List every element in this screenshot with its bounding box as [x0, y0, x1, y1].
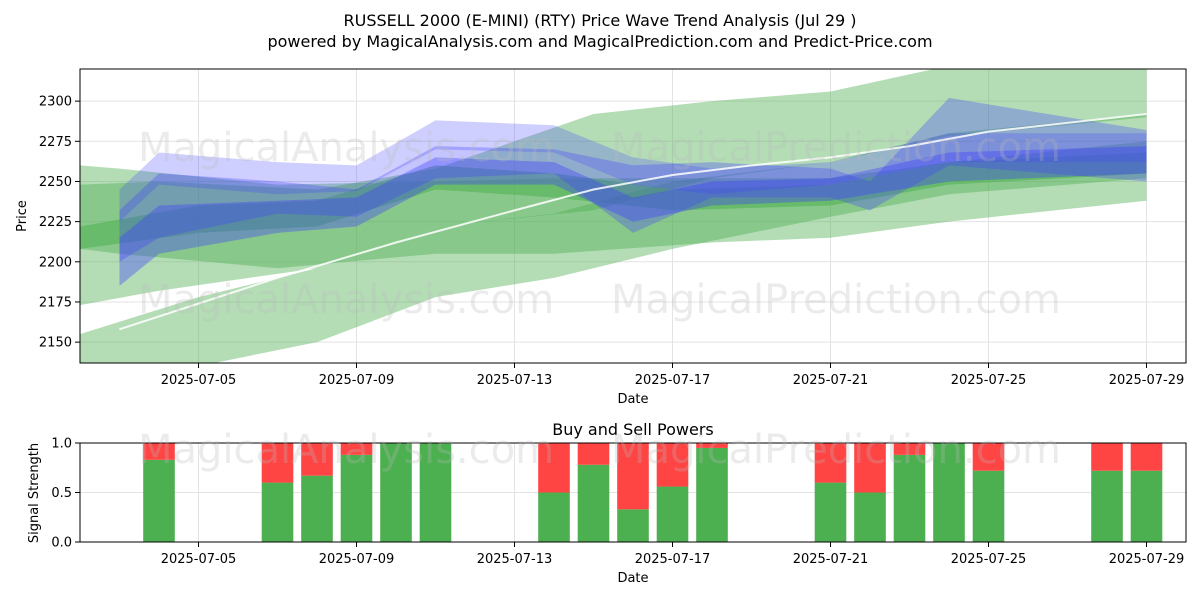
- powers-y-ticks: 0.0 0.5 1.0: [51, 437, 80, 551]
- price-trend: [119, 112, 1147, 331]
- price-y-tick-label: 2200: [39, 255, 72, 270]
- green-band: [80, 141, 1147, 269]
- price-y-tick-label: 2175: [39, 295, 72, 310]
- buy-bar: [1130, 470, 1163, 542]
- powers-title: Buy and Sell Powers: [552, 420, 714, 439]
- watermark-mid-right: MagicalPrediction.com: [611, 277, 1061, 323]
- powers-x-tick-label: 2025-07-29: [1109, 552, 1185, 567]
- buy-bar: [538, 492, 570, 542]
- price-y-tick-label: 2250: [39, 175, 72, 190]
- watermark-bottom-left: MagicalAnalysis.com: [138, 427, 554, 473]
- sell-bar: [656, 443, 689, 487]
- price-y-label: Price: [15, 200, 30, 232]
- powers-x-tick-label: 2025-07-17: [635, 552, 711, 567]
- watermark-top-right: MagicalPrediction.com: [611, 125, 1061, 171]
- powers-x-ticks: 2025-07-05 2025-07-09 2025-07-13 2025-07-17…: [161, 542, 1185, 567]
- chart-subtitle: powered by MagicalAnalysis.com and Magic…: [267, 32, 932, 51]
- buy-bar: [656, 486, 689, 542]
- trend-line: [119, 112, 1147, 331]
- watermark-bottom-right: MagicalPrediction.com: [611, 427, 1061, 473]
- sell-bar: [261, 443, 294, 483]
- powers-y-tick-label: 0.5: [51, 486, 72, 501]
- powers-bars: [143, 443, 1163, 542]
- buy-bar: [261, 482, 294, 542]
- chart-title: RUSSELL 2000 (E-MINI) (RTY) Price Wave T…: [343, 11, 856, 30]
- buy-bar: [972, 470, 1005, 542]
- price-plot-frame: [79, 68, 1187, 364]
- watermark-top-left: MagicalAnalysis.com: [138, 125, 554, 171]
- buy-bar: [143, 459, 175, 542]
- buy-bar: [419, 443, 452, 542]
- price-x-tick-label: 2025-07-17: [635, 373, 711, 388]
- price-x-tick-label: 2025-07-21: [793, 373, 869, 388]
- sell-bar: [340, 443, 373, 455]
- powers-y-label: Signal Strength: [27, 443, 42, 543]
- price-y-tick-label: 2225: [39, 215, 72, 230]
- price-x-tick-label: 2025-07-13: [477, 373, 553, 388]
- powers-x-tick-label: 2025-07-21: [793, 552, 869, 567]
- buy-bar: [301, 475, 333, 542]
- price-x-tick-label: 2025-07-05: [161, 373, 237, 388]
- sell-bar: [1130, 443, 1163, 471]
- price-y-tick-label: 2275: [39, 135, 72, 150]
- price-x-tick-label: 2025-07-25: [951, 373, 1027, 388]
- powers-x-tick-label: 2025-07-25: [951, 552, 1027, 567]
- sell-bar: [696, 443, 728, 448]
- sell-bar: [538, 443, 570, 493]
- buy-bar: [617, 509, 649, 542]
- sell-bar: [1091, 443, 1123, 471]
- sell-bar: [143, 443, 175, 460]
- price-y-ticks: 2150 2175 2200 2225 2250 2275 2300: [39, 95, 80, 351]
- price-x-label: Date: [617, 392, 648, 407]
- powers-y-tick-label: 0.0: [51, 536, 72, 551]
- buy-bar: [1091, 470, 1123, 542]
- buy-bar: [854, 492, 886, 542]
- powers-x-tick-label: 2025-07-05: [161, 552, 237, 567]
- green-band: [80, 152, 1147, 249]
- buy-bar: [696, 447, 728, 542]
- buy-bar: [340, 454, 373, 542]
- powers-x-tick-label: 2025-07-09: [319, 552, 395, 567]
- sell-bar: [854, 443, 886, 493]
- price-y-tick-label: 2150: [39, 336, 72, 351]
- buy-bar: [380, 443, 412, 542]
- price-bands: [80, 69, 1147, 363]
- sell-bar: [617, 443, 649, 510]
- sell-bar: [814, 443, 847, 483]
- buy-bar: [577, 464, 610, 542]
- blue-band: [119, 120, 1147, 222]
- powers-y-tick-label: 1.0: [51, 437, 72, 452]
- price-x-tick-label: 2025-07-29: [1109, 373, 1185, 388]
- sell-bar: [893, 443, 926, 455]
- blue-band: [119, 146, 1147, 286]
- powers-x-label: Date: [617, 571, 648, 586]
- watermark-mid-left: MagicalAnalysis.com: [138, 277, 554, 323]
- sell-bar: [972, 443, 1005, 471]
- price-x-tick-label: 2025-07-09: [319, 373, 395, 388]
- price-y-tick-label: 2300: [39, 95, 72, 110]
- blue-band: [119, 97, 1147, 262]
- buy-bar: [893, 454, 926, 542]
- sell-bar: [301, 443, 333, 476]
- sell-bar: [577, 443, 610, 465]
- price-x-ticks: 2025-07-05 2025-07-09 2025-07-13 2025-07-17…: [161, 363, 1185, 388]
- buy-bar: [933, 443, 965, 542]
- buy-bar: [814, 482, 847, 542]
- powers-x-tick-label: 2025-07-13: [477, 552, 553, 567]
